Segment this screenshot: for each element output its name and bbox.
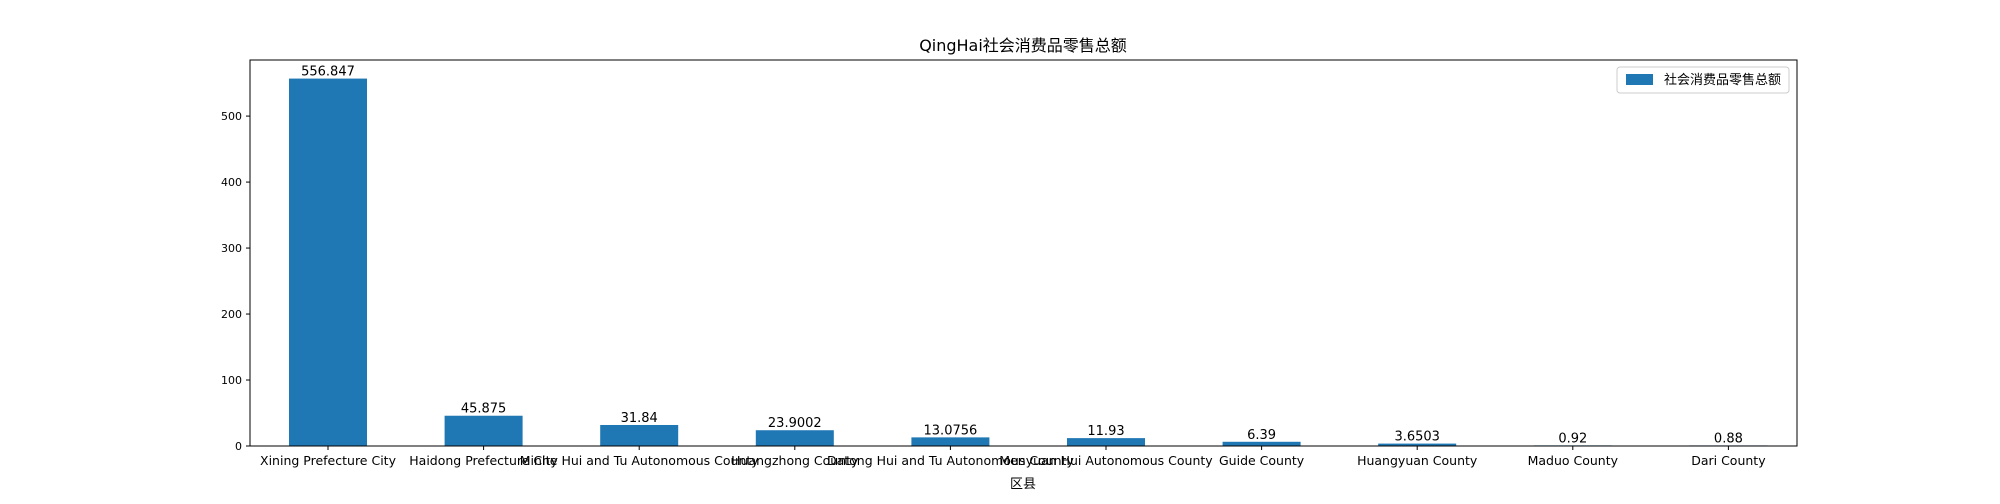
bar-value-label: 0.92	[1558, 431, 1587, 446]
y-tick-label: 400	[221, 176, 242, 189]
bar-value-label: 6.39	[1247, 428, 1276, 443]
x-tick-label: Guide County	[1219, 453, 1305, 468]
y-tick-label: 500	[221, 110, 242, 123]
bar-value-label: 556.847	[301, 65, 355, 80]
x-tick-label: Datong Hui and Tu Autonomous County	[827, 453, 1075, 468]
bar[interactable]	[600, 424, 679, 446]
bar-value-label: 0.88	[1714, 431, 1743, 446]
bar[interactable]	[911, 437, 990, 446]
legend-box	[1616, 66, 1790, 94]
legend-swatch	[1626, 74, 1653, 85]
x-tick-label: Dari County	[1691, 453, 1766, 468]
x-tick-label: Haidong Prefecture City	[409, 453, 558, 468]
chart-title: QingHai社会消费品零售总额	[919, 36, 1127, 55]
bar[interactable]	[755, 430, 834, 446]
x-tick-label: Huangyuan County	[1357, 453, 1478, 468]
bar-value-label: 31.84	[621, 411, 658, 426]
x-axis: Xining Prefecture City Haidong Prefecture…	[260, 446, 1766, 468]
x-tick-label: Maduo County	[1528, 453, 1619, 468]
bars-layer	[289, 78, 1768, 446]
bar[interactable]	[289, 78, 367, 446]
x-tick-label: Xining Prefecture City	[260, 453, 397, 468]
x-tick-label: Minhe Hui and Tu Autonomous County	[520, 453, 760, 468]
bar-value-label: 3.6503	[1394, 430, 1440, 445]
bar-value-label: 11.93	[1087, 424, 1124, 439]
bar[interactable]	[1222, 441, 1301, 446]
plot-frame	[249, 59, 1798, 447]
bar-value-label: 23.9002	[768, 416, 822, 431]
bar[interactable]	[1067, 438, 1145, 446]
value-labels-layer: 556.847 45.875 31.84 23.9002 13.0756 11.93 6.3…	[301, 65, 1743, 447]
y-tick-label: 300	[221, 242, 242, 255]
y-tick-label: 0	[235, 440, 242, 453]
bar-value-label: 13.0756	[924, 423, 978, 438]
x-axis-title: 区县	[1010, 477, 1036, 492]
bar[interactable]	[1378, 443, 1457, 446]
bar-value-label: 45.875	[461, 402, 507, 417]
bar[interactable]	[444, 415, 523, 446]
legend[interactable]: 社会消费品零售总额	[1616, 66, 1790, 94]
y-tick-label: 200	[221, 308, 242, 321]
x-tick-label: Menyuan Hui Autonomous County	[999, 453, 1213, 468]
y-tick-label: 100	[221, 374, 242, 387]
x-tick-label: Huangzhong County	[731, 453, 859, 468]
y-axis: 0 100 200 300 400 500	[221, 110, 250, 453]
legend-label: 社会消费品零售总额	[1664, 72, 1781, 88]
